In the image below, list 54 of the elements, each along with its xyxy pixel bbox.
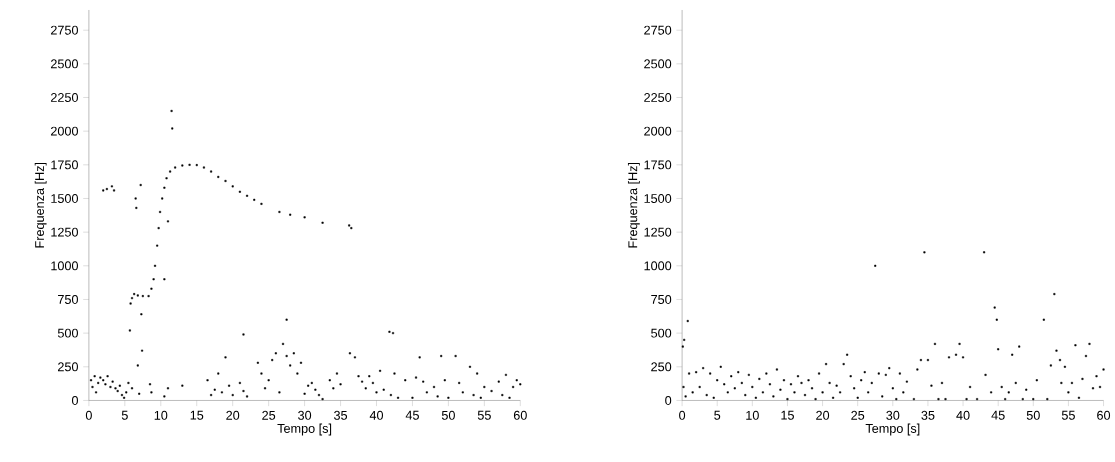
y-tick-label: 1250 — [51, 227, 78, 237]
x-tick-label: 45 — [991, 410, 1005, 420]
y-tick-label: 1000 — [51, 261, 78, 271]
x-tick-label: 45 — [405, 410, 419, 420]
x-tick-label: 60 — [1097, 410, 1111, 420]
y-tick-label: 1250 — [644, 227, 672, 237]
y-tick-label: 2250 — [644, 92, 672, 102]
y-tick-label: 2750 — [50, 25, 78, 35]
y-tick-label: 2750 — [644, 25, 672, 35]
x-tick-label: 15 — [781, 410, 794, 420]
x-tick-label: 10 — [154, 410, 168, 420]
x-tick-label: 35 — [333, 410, 348, 420]
x-tick-label: 20 — [226, 410, 240, 420]
x-tick-label: 25 — [851, 410, 865, 420]
x-tick-label: 25 — [262, 410, 276, 420]
y-tick-label: 0 — [665, 395, 672, 405]
x-tick-label: 60 — [513, 410, 527, 420]
y-axis-title: Frequenza [Hz] — [627, 162, 640, 248]
x-tick-label: 10 — [746, 410, 759, 420]
x-tick-label: 30 — [298, 410, 312, 420]
y-tick-label: 750 — [58, 294, 78, 304]
y-tick-label: 2500 — [50, 59, 78, 69]
x-tick-label: 55 — [477, 410, 491, 420]
y-tick-label: 1750 — [644, 160, 672, 170]
y-tick-label: 250 — [58, 362, 78, 372]
x-tick-label: 50 — [441, 410, 455, 420]
x-axis-title: Tempo [s] — [277, 423, 332, 436]
x-tick-label: 50 — [1026, 410, 1040, 420]
x-axis-title: Tempo [s] — [865, 423, 920, 436]
x-tick-label: 35 — [921, 410, 935, 420]
y-tick-label: 0 — [71, 395, 78, 405]
y-tick-label: 1500 — [644, 193, 672, 203]
y-tick-label: 750 — [651, 294, 672, 304]
y-tick-label: 1000 — [644, 261, 672, 271]
y-tick-label: 2500 — [644, 59, 672, 69]
y-tick-label: 500 — [651, 328, 672, 338]
y-axis-title: Frequenza [Hz] — [34, 162, 47, 248]
x-tick-label: 0 — [679, 410, 686, 420]
y-tick-label: 2250 — [50, 92, 78, 102]
x-tick-label: 0 — [85, 410, 92, 420]
y-tick-label: 2000 — [644, 126, 672, 136]
x-tick-label: 40 — [369, 410, 384, 420]
y-tick-label: 1500 — [51, 193, 78, 203]
x-tick-label: 30 — [886, 410, 900, 420]
x-tick-label: 20 — [816, 410, 830, 420]
y-tick-label: 2000 — [50, 126, 78, 136]
x-tick-label: 55 — [1061, 410, 1075, 420]
y-tick-label: 1750 — [51, 160, 78, 170]
y-tick-label: 250 — [651, 362, 672, 372]
x-tick-label: 15 — [190, 410, 204, 420]
y-tick-label: 500 — [57, 328, 78, 338]
x-tick-label: 5 — [121, 410, 128, 420]
x-tick-label: 40 — [956, 410, 970, 420]
x-tick-label: 5 — [714, 410, 721, 420]
